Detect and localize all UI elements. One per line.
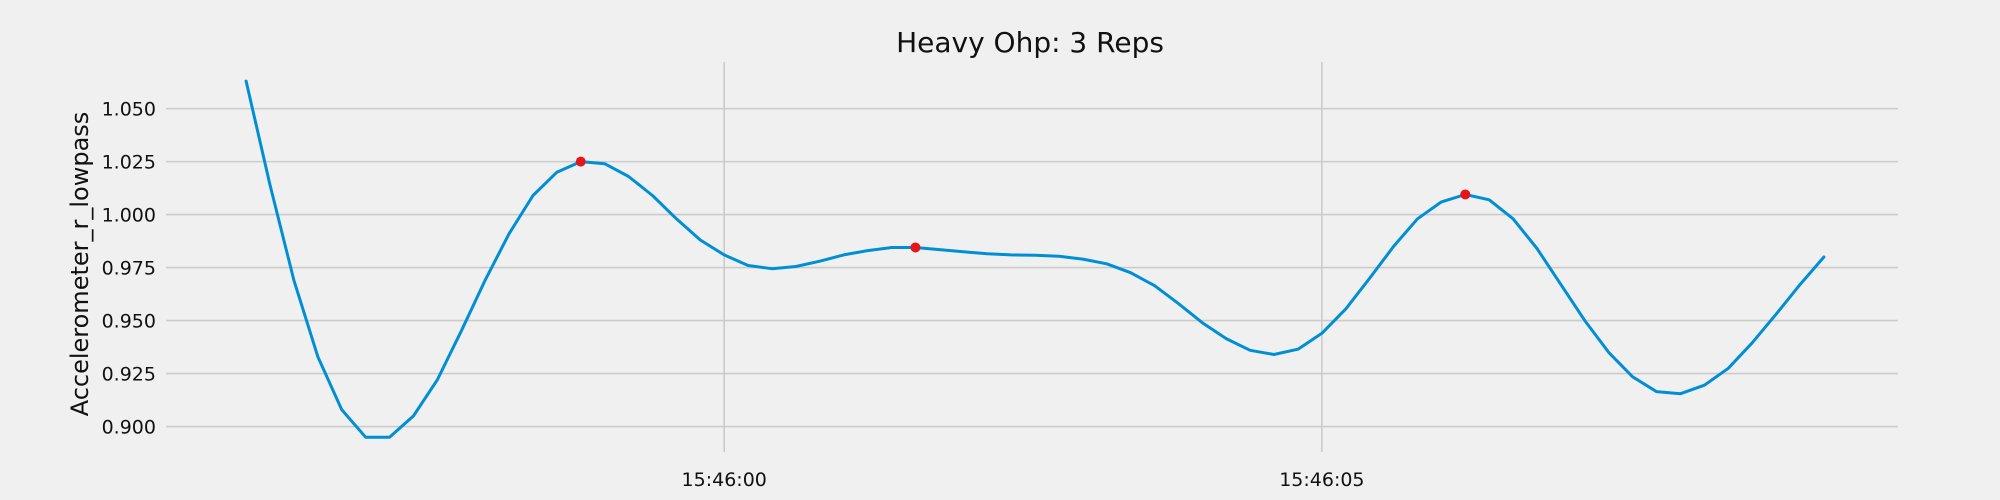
y-tick-label: 1.050 — [102, 99, 156, 121]
x-tick-label: 15:46:05 — [1279, 469, 1364, 491]
y-axis-label: Accelerometer_r_lowpass — [66, 112, 94, 417]
series-layer — [244, 79, 1826, 439]
grid — [166, 62, 1898, 452]
y-tick-labels: 0.900 0.925 0.950 0.975 1.000 1.025 1.050 — [102, 99, 156, 439]
x-tick-label: 15:46:00 — [682, 469, 767, 491]
y-tick-label: 0.975 — [102, 258, 156, 280]
y-tick-label: 0.950 — [102, 311, 156, 333]
peak-marker — [575, 156, 586, 167]
y-tick-label: 1.025 — [102, 152, 156, 174]
y-tick-label: 0.900 — [102, 417, 156, 439]
x-tick-labels: 15:46:00 15:46:05 — [682, 469, 1365, 491]
chart-title: Heavy Ohp: 3 Reps — [896, 26, 1164, 59]
y-tick-label: 1.000 — [102, 205, 156, 227]
y-tick-label: 0.925 — [102, 364, 156, 386]
series-line — [244, 79, 1826, 439]
marker-layer — [575, 156, 1471, 253]
peak-marker — [910, 242, 921, 253]
peak-marker — [1460, 189, 1471, 200]
